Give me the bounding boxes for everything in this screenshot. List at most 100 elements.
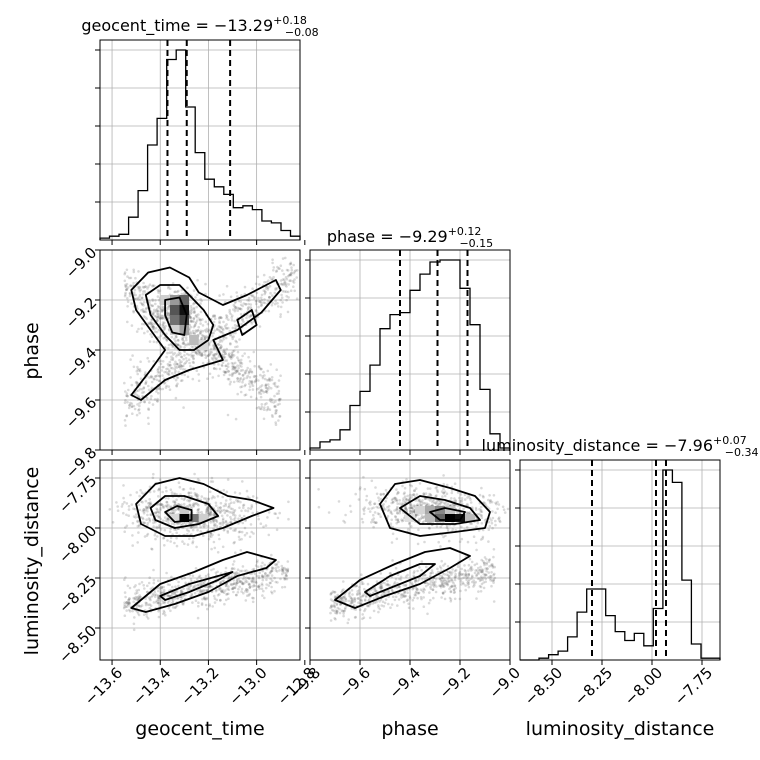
sample-point (233, 368, 237, 372)
sample-point (236, 591, 240, 594)
sample-point (237, 517, 240, 520)
sample-point (393, 582, 396, 586)
sample-point (432, 585, 436, 588)
sample-point (261, 594, 264, 597)
sample-point (274, 566, 278, 570)
sample-point (241, 480, 244, 483)
sample-point (373, 502, 376, 506)
sample-point (460, 583, 463, 586)
sample-point (204, 574, 208, 578)
sample-point (143, 400, 146, 404)
sample-point (163, 544, 166, 547)
sample-point (225, 583, 228, 586)
sample-point (136, 519, 139, 523)
sample-point (161, 612, 165, 616)
sample-point (488, 494, 491, 497)
sample-point (257, 387, 261, 390)
sample-point (213, 496, 216, 499)
sample-point (212, 353, 216, 357)
sample-point (214, 353, 218, 356)
sample-point (350, 597, 353, 600)
sample-point (480, 516, 484, 519)
sample-point (250, 505, 254, 509)
sample-point (205, 336, 209, 339)
sample-point (235, 291, 238, 294)
sample-point (379, 598, 383, 601)
sample-point (206, 506, 210, 510)
sample-point (240, 307, 243, 311)
sample-point (215, 519, 218, 522)
sample-point (399, 575, 403, 579)
sample-point (194, 584, 197, 587)
sample-point (419, 517, 423, 521)
sample-point (268, 284, 272, 288)
sample-point (142, 508, 145, 512)
sample-point (232, 579, 235, 582)
sample-point (159, 316, 163, 320)
sample-point (414, 487, 418, 490)
sample-point (170, 358, 173, 361)
sample-point (176, 353, 179, 357)
sample-point (125, 601, 128, 604)
sample-point (207, 354, 210, 357)
sample-point (231, 563, 235, 566)
sample-point (241, 582, 245, 585)
sample-point (134, 597, 137, 601)
sample-point (231, 507, 234, 511)
sample-point (250, 579, 253, 583)
sample-point (213, 314, 216, 317)
sample-point (144, 382, 147, 386)
sample-point (398, 585, 401, 588)
sample-point (129, 276, 133, 280)
sample-point (207, 343, 211, 347)
sample-point (283, 290, 287, 293)
sample-point (212, 331, 215, 335)
sample-point (414, 593, 418, 597)
sample-point (489, 578, 492, 582)
sample-point (222, 529, 226, 532)
sample-point (368, 598, 371, 601)
sample-point (165, 355, 168, 359)
sample-point (243, 352, 246, 355)
sample-point (408, 483, 412, 487)
sample-point (490, 519, 493, 522)
density-cell (189, 514, 199, 522)
sample-point (204, 356, 208, 360)
sample-point (283, 578, 286, 581)
sample-point (173, 591, 177, 594)
sample-point (156, 508, 159, 512)
sample-point (275, 564, 278, 567)
sample-point (255, 406, 259, 410)
sample-point (248, 582, 251, 586)
sample-point (137, 409, 140, 412)
sample-point (215, 598, 219, 602)
sample-point (202, 596, 206, 600)
sample-point (421, 589, 424, 593)
sample-point (189, 330, 192, 334)
sample-point (487, 576, 490, 579)
sample-point (213, 523, 216, 527)
sample-point (216, 593, 220, 597)
sample-point (150, 513, 153, 517)
sample-point (236, 306, 239, 310)
sample-point (289, 272, 293, 275)
sample-point (168, 351, 172, 355)
sample-point (219, 316, 223, 320)
sample-point (215, 367, 218, 371)
sample-point (136, 520, 139, 524)
sample-point (340, 596, 343, 600)
sample-point (410, 496, 413, 499)
sample-point (165, 313, 169, 316)
sample-point (350, 601, 353, 605)
sample-point (265, 386, 269, 390)
sample-point (200, 603, 204, 606)
sample-point (166, 351, 169, 355)
sample-point (372, 520, 376, 523)
sample-point (155, 340, 159, 344)
sample-point (251, 576, 255, 580)
sample-point (166, 517, 169, 520)
sample-point (177, 365, 181, 369)
sample-point (192, 361, 195, 365)
sample-point (359, 596, 363, 599)
sample-point (387, 589, 390, 593)
